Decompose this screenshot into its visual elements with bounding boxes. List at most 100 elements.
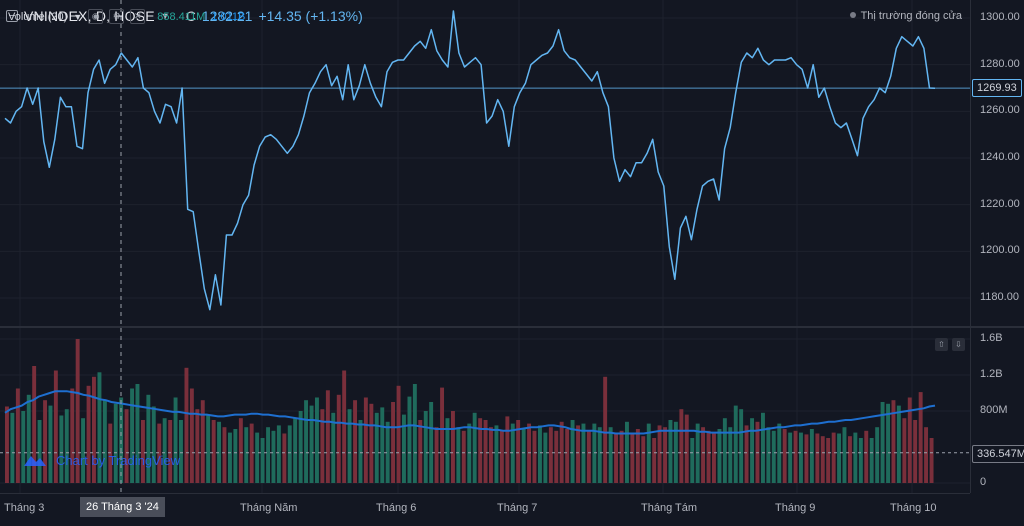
close-value: 1282.21 <box>201 8 253 24</box>
volume-bar <box>320 409 325 483</box>
volume-bar <box>864 430 869 483</box>
volume-bar <box>679 409 684 483</box>
move-up-icon[interactable]: ⇧ <box>935 338 948 351</box>
volume-bar <box>837 433 842 483</box>
volume-bar <box>130 388 135 483</box>
volume-bar <box>761 412 765 483</box>
volume-bar <box>363 397 368 483</box>
watermark-text: Chart by TradingView <box>56 452 181 468</box>
volume-bar <box>886 403 891 483</box>
volume-bar <box>913 420 918 483</box>
crosshair-date-label: 26 Tháng 3 '24 <box>80 497 165 517</box>
volume-bar <box>353 400 358 483</box>
volume-bar <box>108 423 113 483</box>
volume-bar <box>173 397 178 483</box>
volume-bar <box>151 406 156 483</box>
volume-bar <box>548 427 553 483</box>
volume-bar <box>97 372 102 483</box>
volume-bar <box>489 427 493 483</box>
volume-tick-label: 800M <box>980 404 1008 416</box>
volume-bar <box>543 432 548 483</box>
volume-bar <box>875 427 880 483</box>
volume-bar <box>75 339 80 483</box>
volume-bar <box>565 429 570 483</box>
volume-bar <box>113 403 118 483</box>
volume-bar <box>815 433 820 483</box>
chevron-down-icon[interactable]: ▼ <box>73 11 83 22</box>
volume-bar <box>26 394 31 483</box>
volume-bar <box>391 402 396 483</box>
volume-bar <box>412 384 417 483</box>
volume-bar <box>331 412 336 483</box>
volume-bar <box>385 421 390 483</box>
volume-bar <box>309 405 314 483</box>
volume-bar <box>728 427 733 483</box>
price-scale[interactable]: 1180.00 1200.00 1220.00 1240.00 1260.00 1280.… <box>970 0 1024 493</box>
symbol-title[interactable]: VNINDEX, D, HOSE <box>24 8 155 24</box>
volume-bar <box>858 438 863 483</box>
tradingview-watermark[interactable]: Chart by TradingView <box>22 452 180 468</box>
volume-bar <box>233 429 238 483</box>
volume-bar <box>853 432 858 483</box>
volume-bar <box>53 370 58 483</box>
price-tick-label: 1300.00 <box>980 11 1020 23</box>
volume-title[interactable]: Volume (20) <box>8 10 68 23</box>
market-status: Thị trường đóng cửa <box>849 10 962 22</box>
pane-separator[interactable] <box>0 326 1024 328</box>
time-axis[interactable]: Tháng 3 Tháng Năm Tháng 6 Tháng 7 Tháng Tám T… <box>0 493 970 526</box>
volume-bar <box>184 367 189 483</box>
eye-icon[interactable]: ◉ <box>88 9 104 24</box>
volume-bar <box>848 436 852 483</box>
price-line-chart[interactable] <box>0 0 970 327</box>
volume-bar <box>179 420 183 483</box>
volume-bar <box>293 418 298 483</box>
settings-icon[interactable]: ⚙ <box>109 9 125 24</box>
volume-bar <box>119 397 124 483</box>
move-down-icon[interactable]: ⇩ <box>952 338 965 351</box>
price-tick-label: 1180.00 <box>980 291 1019 303</box>
volume-bar <box>336 394 341 483</box>
status-dot-icon <box>849 12 856 18</box>
volume-bar <box>396 385 401 483</box>
volume-bar <box>189 388 194 483</box>
price-pane[interactable] <box>0 0 970 327</box>
volume-bar-chart[interactable] <box>0 328 970 493</box>
volume-bar <box>499 430 504 483</box>
close-prefix: C <box>185 8 196 24</box>
close-icon[interactable]: ✕ <box>130 9 146 24</box>
volume-bar <box>456 427 461 483</box>
volume-bar <box>423 411 428 483</box>
volume-bar <box>271 430 276 483</box>
volume-bar <box>570 420 575 483</box>
volume-bar <box>510 423 515 483</box>
volume-pane[interactable] <box>0 328 970 493</box>
volume-bar <box>592 423 597 483</box>
volume-bar <box>440 387 445 483</box>
volume-bar <box>146 394 151 483</box>
collapse-icon[interactable] <box>6 10 18 22</box>
volume-bar <box>929 438 934 483</box>
volume-tick-label: 1.2B <box>980 368 1003 380</box>
volume-bar <box>505 416 510 483</box>
volume-bar <box>630 434 635 483</box>
volume-bar <box>869 438 874 483</box>
volume-bar <box>81 418 86 483</box>
volume-bar <box>217 421 222 483</box>
volume-bar <box>771 430 776 483</box>
volume-bar <box>451 411 455 483</box>
chevron-down-icon[interactable]: ▼ <box>160 11 170 21</box>
volume-bar <box>380 407 385 483</box>
change-value: +14.35 (+1.13%) <box>258 8 363 24</box>
volume-bar <box>21 411 26 483</box>
time-tick-label: Tháng Tám <box>641 502 698 514</box>
volume-bar <box>559 421 564 483</box>
volume-bar <box>538 425 542 483</box>
volume-bar <box>461 430 466 483</box>
volume-bar <box>347 409 352 483</box>
volume-bar <box>799 432 803 483</box>
volume-bar <box>782 429 787 483</box>
pane-controls: ⇧ ⇩ <box>935 338 965 351</box>
volume-bar <box>576 425 581 483</box>
volume-bar <box>276 425 281 483</box>
volume-bar <box>891 400 896 483</box>
